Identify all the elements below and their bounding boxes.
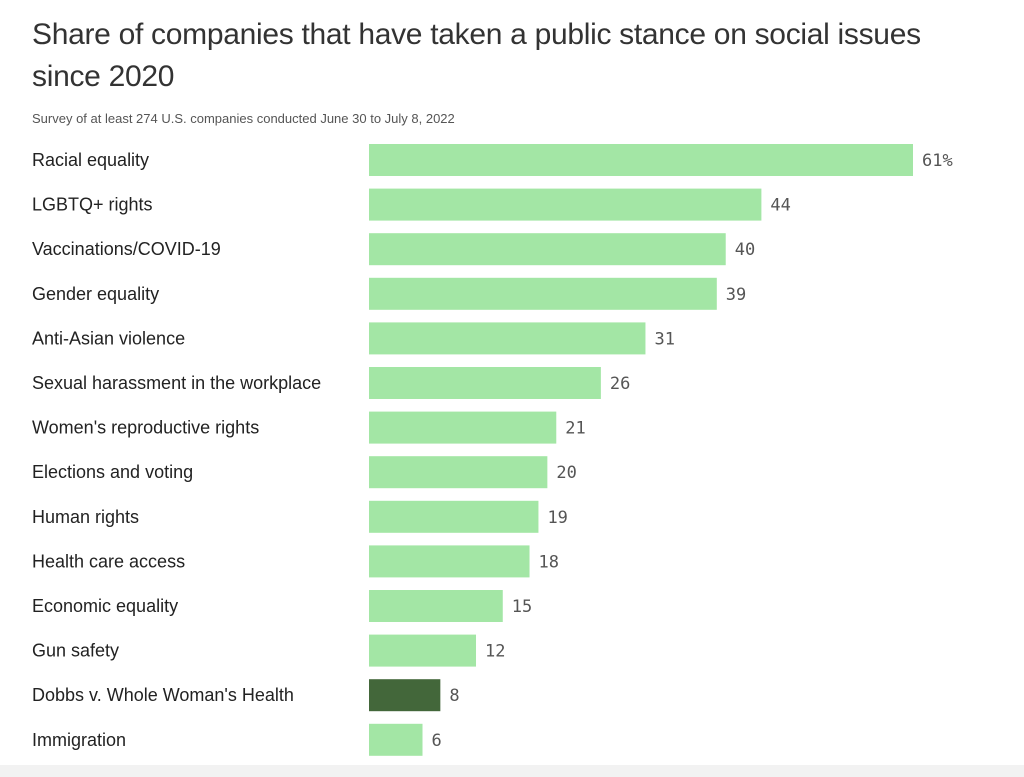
value-label: 20 (556, 463, 576, 483)
value-label: 19 (547, 508, 567, 528)
bar (369, 188, 762, 221)
bottom-divider (0, 765, 1024, 777)
value-label: 15 (512, 597, 532, 617)
chart-subtitle: Survey of at least 274 U.S. companies co… (32, 111, 455, 126)
value-label: 61% (922, 151, 953, 171)
bar (369, 322, 646, 355)
bar (369, 233, 726, 266)
value-label: 40 (735, 240, 755, 260)
category-label: LGBTQ+ rights (32, 195, 153, 215)
bar (369, 590, 503, 622)
value-label: 44 (770, 196, 790, 216)
value-label: 18 (539, 552, 559, 572)
category-label: Sexual harassment in the workplace (32, 373, 321, 393)
bar (369, 367, 601, 399)
category-label: Gun safety (32, 641, 119, 661)
bar (369, 723, 423, 756)
value-label: 21 (565, 419, 585, 439)
category-label: Economic equality (32, 596, 178, 616)
category-label: Human rights (32, 507, 139, 527)
value-label: 6 (432, 731, 442, 751)
bar (369, 456, 548, 489)
bar (369, 500, 539, 533)
bar (369, 634, 477, 667)
category-label: Immigration (32, 730, 126, 750)
value-label: 39 (726, 285, 746, 305)
bar (369, 679, 441, 712)
category-label: Gender equality (32, 284, 159, 304)
category-label: Dobbs v. Whole Woman's Health (32, 685, 294, 705)
value-label: 31 (654, 329, 674, 349)
value-label: 12 (485, 642, 505, 662)
category-label: Health care access (32, 551, 185, 571)
value-label: 26 (610, 374, 630, 394)
chart-title: Share of companies that have taken a pub… (32, 18, 921, 93)
category-label: Anti-Asian violence (32, 328, 185, 348)
category-label: Elections and voting (32, 462, 193, 482)
bar (369, 411, 557, 444)
bar (369, 277, 717, 310)
bar (369, 144, 913, 176)
value-label: 8 (449, 686, 459, 706)
category-label: Racial equality (32, 150, 149, 170)
bar (369, 545, 530, 578)
category-label: Vaccinations/COVID-19 (32, 239, 221, 259)
category-label: Women's reproductive rights (32, 418, 259, 438)
